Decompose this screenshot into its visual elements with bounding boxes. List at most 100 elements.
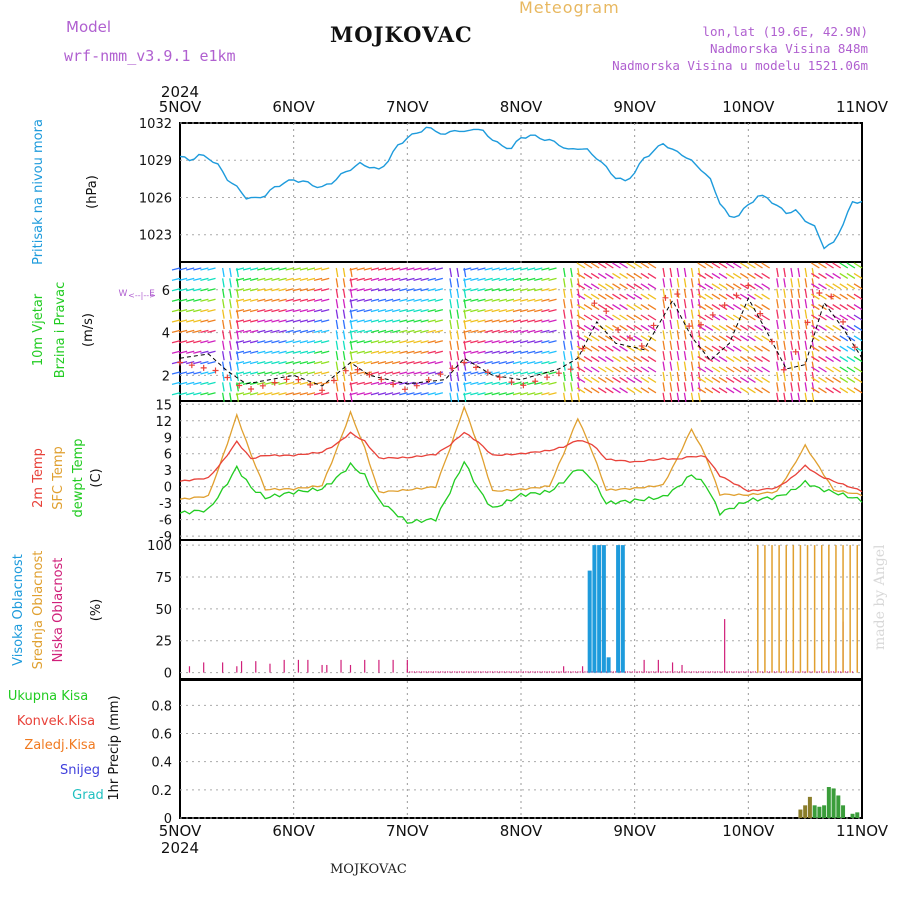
wind-vector xyxy=(392,277,401,282)
wind-vector xyxy=(335,319,339,330)
pressure-series-line xyxy=(179,126,863,250)
wind-vector xyxy=(761,314,770,321)
wind-vector xyxy=(200,392,209,396)
wind-vector xyxy=(321,350,330,354)
wind-vector xyxy=(392,329,401,334)
wind-vector xyxy=(392,340,401,344)
wind-vector xyxy=(299,329,309,334)
wind-vector xyxy=(242,392,252,396)
wind-vector xyxy=(505,360,515,365)
cloud-bar xyxy=(835,545,837,673)
wind-vector xyxy=(676,330,680,340)
wind-vector xyxy=(384,319,394,323)
wind-vector xyxy=(505,288,515,292)
cloud-bar xyxy=(570,671,572,673)
cloud-bar xyxy=(757,545,759,673)
gust-marker xyxy=(295,376,302,383)
wind-vector xyxy=(413,371,422,375)
wind-vector xyxy=(527,298,536,302)
wind-vector xyxy=(548,350,557,354)
wind-axis-label-1: 10m Vjetar xyxy=(31,293,46,366)
wind-vector xyxy=(839,293,849,300)
wind-vector xyxy=(633,304,643,311)
wind-vector xyxy=(519,298,529,302)
cloud-bar xyxy=(508,671,510,673)
wind-vector xyxy=(662,299,666,309)
wind-vector xyxy=(704,376,714,383)
gust-marker xyxy=(674,291,681,298)
wind-vector xyxy=(384,340,394,344)
wind-vector xyxy=(292,319,301,323)
wind-vector xyxy=(626,304,636,311)
wind-vector xyxy=(527,319,536,323)
wind-vector xyxy=(804,299,808,309)
wind-vector xyxy=(342,309,346,319)
wind-vector xyxy=(633,335,643,342)
wind-vector xyxy=(577,330,580,340)
wind-vector xyxy=(853,262,863,269)
cloud-bar xyxy=(473,671,475,673)
wind-vector xyxy=(662,309,666,319)
wind-vector xyxy=(605,272,614,279)
gust-marker xyxy=(378,376,385,383)
wind-vector xyxy=(704,283,714,290)
cloud-bar xyxy=(539,671,541,673)
cloud-bar xyxy=(496,671,498,673)
wind-vector xyxy=(242,329,252,334)
gust-marker xyxy=(390,381,397,388)
wind-vector xyxy=(612,356,621,363)
wind-vector xyxy=(235,298,245,302)
wind-vector xyxy=(186,392,195,396)
wind-vector xyxy=(534,298,543,302)
wind-vector xyxy=(776,351,779,361)
wind-vector xyxy=(249,319,259,323)
wind-vector xyxy=(335,371,339,382)
wind-vector xyxy=(683,382,687,392)
wind-vector xyxy=(285,329,294,334)
wind-vector xyxy=(527,267,536,271)
gust-marker xyxy=(413,382,420,389)
wind-vector xyxy=(498,350,507,354)
wind-vector xyxy=(420,267,429,271)
wind-vector xyxy=(577,361,580,371)
cloud-bar xyxy=(662,671,664,673)
wind-vector xyxy=(498,267,507,271)
wind-vector xyxy=(548,381,557,386)
wind-vector xyxy=(853,335,863,342)
cloud-bar xyxy=(536,671,539,673)
wind-vector xyxy=(299,360,309,365)
wind-vector xyxy=(420,298,429,302)
wind-vector xyxy=(406,360,415,365)
wind-vector xyxy=(590,283,600,290)
cloud-bar xyxy=(563,671,565,673)
wind-vector xyxy=(583,272,593,279)
wind-vector xyxy=(690,340,694,350)
wind-vector xyxy=(776,309,779,319)
wind-vector xyxy=(804,330,808,340)
wind-vector xyxy=(229,340,232,350)
wind-vector xyxy=(463,392,472,396)
cloud-bar xyxy=(643,659,645,673)
wind-vector xyxy=(527,392,536,396)
cloud-bar xyxy=(771,545,773,673)
wind-vector xyxy=(449,319,453,330)
gust-marker xyxy=(697,321,704,328)
wind-vector xyxy=(193,308,202,313)
cloud-bar xyxy=(797,671,799,673)
wind-vector xyxy=(577,267,580,278)
wind-vector xyxy=(676,278,680,288)
wind-vector xyxy=(257,277,266,282)
wind-vector xyxy=(463,350,472,354)
wind-vector xyxy=(633,262,643,269)
wind-vector xyxy=(349,319,358,323)
wind-vector xyxy=(370,308,380,313)
wind-vector xyxy=(313,288,323,292)
wind-vector xyxy=(463,381,472,386)
bottom-day-tick: 8NOV xyxy=(500,822,543,840)
wind-vector xyxy=(200,381,209,386)
precip-tick-label: 0.4 xyxy=(151,756,172,771)
cloud-bar xyxy=(820,545,823,673)
cloud-bar xyxy=(766,671,768,673)
wind-vector xyxy=(846,283,856,290)
cloud-bar xyxy=(702,671,704,673)
